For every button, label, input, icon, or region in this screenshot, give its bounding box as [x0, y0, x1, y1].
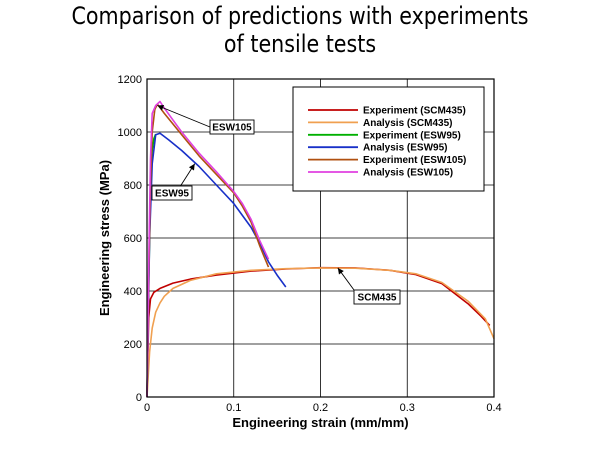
y-tick-label: 1200	[118, 74, 142, 86]
annotation-label: SCM435	[358, 293, 397, 304]
series-line-1	[146, 267, 495, 398]
axis-ticks: 0 0.1 0.2 0.3 0.4 0 200 400 600 800 1000 1200	[118, 74, 502, 414]
annotations: ESW105 ESW95 SCM435	[151, 104, 401, 305]
series-line-3	[146, 132, 287, 398]
chart-title-line-1: Comparison of predictions with experimen…	[71, 2, 529, 30]
x-tick-label: 0.4	[486, 402, 501, 414]
series-lines	[146, 100, 495, 398]
series-line-4	[146, 103, 270, 398]
annotation-arrowhead	[337, 267, 344, 275]
series-line-0	[146, 266, 491, 398]
annotation-box	[151, 185, 193, 201]
legend-box	[292, 86, 485, 192]
legend-label: Analysis (ESW95)	[363, 143, 447, 154]
series-line-5	[146, 100, 270, 398]
legend-label: Analysis (ESW105)	[363, 168, 453, 179]
x-tick-label: 0.3	[400, 402, 415, 414]
x-tick-label: 0.2	[313, 402, 328, 414]
legend-label: Analysis (SCM435)	[363, 118, 452, 129]
annotation-label: ESW105	[212, 123, 252, 134]
x-axis-label: Engineering strain (mm/mm)	[232, 415, 408, 430]
annotation-leader	[157, 105, 211, 128]
y-tick-label: 800	[124, 180, 142, 192]
y-tick-label: 1000	[118, 127, 142, 139]
legend-label: Experiment (ESW95)	[363, 130, 461, 141]
y-tick-label: 0	[136, 392, 142, 404]
annotation-box	[209, 119, 255, 135]
y-axis-label: Engineering stress (MPa)	[97, 160, 112, 316]
legend-label: Experiment (ESW105)	[363, 155, 466, 166]
annotation-box	[353, 289, 401, 305]
x-tick-label: 0	[144, 402, 150, 414]
y-tick-label: 600	[124, 233, 142, 245]
y-tick-label: 200	[124, 339, 142, 351]
y-tick-label: 400	[124, 286, 142, 298]
annotation-label: ESW95	[155, 189, 189, 200]
chart-title: Comparison of predictions with experimen…	[42, 2, 558, 58]
x-tick-label: 0.1	[226, 402, 241, 414]
legend: Experiment (SCM435)Analysis (SCM435)Expe…	[292, 86, 485, 192]
legend-label: Experiment (SCM435)	[363, 106, 466, 117]
annotation-arrowhead	[157, 104, 165, 111]
plot-frame	[146, 78, 495, 398]
annotation-arrowhead	[188, 163, 195, 171]
chart-title-line-2: of tensile tests	[223, 30, 377, 58]
